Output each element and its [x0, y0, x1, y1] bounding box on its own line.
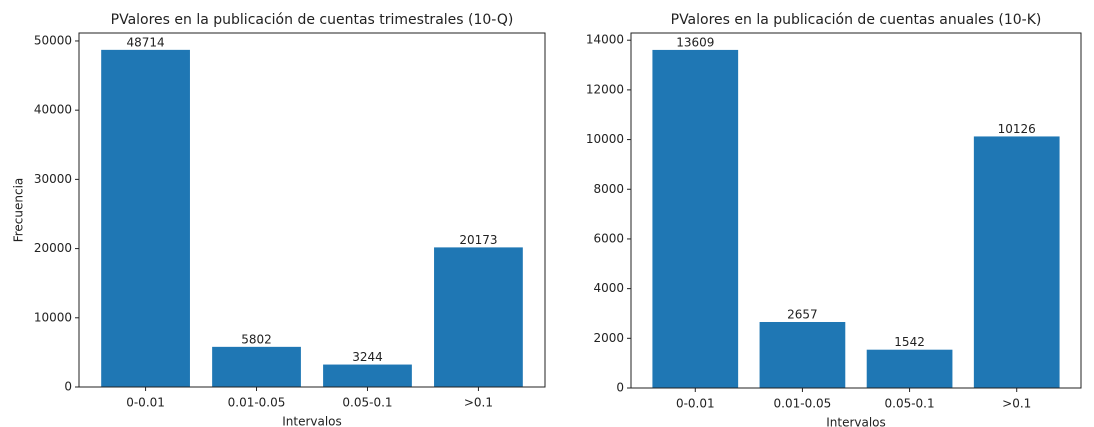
value-label: 2657 [787, 307, 818, 321]
x-tick-label: 0.05-0.1 [885, 397, 935, 411]
x-axis-label: Intervalos [282, 415, 342, 427]
x-tick-label: 0.05-0.1 [342, 396, 392, 410]
bar [759, 321, 846, 388]
value-label: 5802 [241, 332, 272, 346]
value-label: 1542 [894, 335, 925, 349]
plot-frame [78, 32, 546, 388]
y-tick-label: 12000 [586, 82, 624, 96]
x-tick-label: 0.01-0.05 [228, 396, 286, 410]
bar [323, 364, 412, 387]
x-tick-label: 0-0.01 [126, 396, 165, 410]
chart-title: PValores en la publicación de cuentas tr… [111, 12, 514, 28]
y-axis-label: Frecuencia [12, 178, 26, 243]
y-tick-label: 4000 [593, 281, 624, 295]
y-tick-label: 0 [64, 380, 72, 394]
y-tick-label: 10000 [586, 132, 624, 146]
value-label: 13609 [676, 35, 714, 49]
value-label: 3244 [352, 350, 383, 364]
x-tick-label: >0.1 [464, 396, 493, 410]
bar [652, 49, 739, 388]
y-tick-label: 14000 [586, 33, 624, 47]
y-tick-label: 6000 [593, 231, 624, 245]
y-tick-label: 40000 [34, 103, 72, 117]
value-label: 48714 [126, 35, 164, 49]
y-tick-label: 2000 [593, 331, 624, 345]
y-tick-label: 0 [616, 381, 624, 395]
y-tick-label: 8000 [593, 182, 624, 196]
value-label: 20173 [459, 233, 497, 247]
x-tick-label: 0.01-0.05 [774, 397, 832, 411]
x-axis-label: Intervalos [826, 416, 886, 427]
bar [866, 349, 953, 388]
bar [973, 136, 1060, 388]
bar [101, 49, 190, 387]
y-tick-label: 20000 [34, 241, 72, 255]
value-label: 10126 [998, 122, 1036, 136]
x-tick-label: >0.1 [1002, 397, 1031, 411]
y-tick-label: 10000 [34, 310, 72, 324]
bar [212, 346, 301, 387]
y-tick-label: 50000 [34, 33, 72, 47]
plot-frame [630, 32, 1082, 389]
bar [434, 247, 523, 387]
y-tick-label: 30000 [34, 172, 72, 186]
x-tick-label: 0-0.01 [676, 397, 715, 411]
chart-title: PValores en la publicación de cuentas an… [671, 12, 1042, 28]
